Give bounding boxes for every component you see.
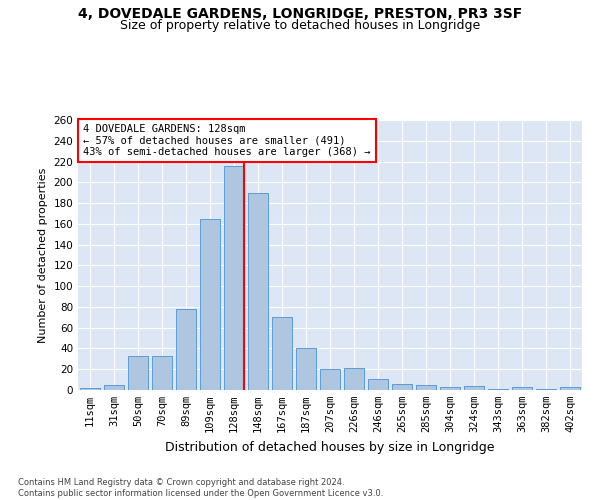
Bar	[104, 385, 124, 390]
Text: Size of property relative to detached houses in Longridge: Size of property relative to detached ho…	[120, 19, 480, 32]
Text: 4, DOVEDALE GARDENS, LONGRIDGE, PRESTON, PR3 3SF: 4, DOVEDALE GARDENS, LONGRIDGE, PRESTON,…	[78, 8, 522, 22]
Bar	[296, 348, 316, 390]
Text: 4 DOVEDALE GARDENS: 128sqm
← 57% of detached houses are smaller (491)
43% of sem: 4 DOVEDALE GARDENS: 128sqm ← 57% of deta…	[83, 124, 371, 157]
Bar	[176, 309, 196, 390]
Bar	[224, 166, 244, 390]
Bar	[416, 385, 436, 390]
Bar	[560, 387, 580, 390]
Bar	[152, 356, 172, 390]
Y-axis label: Number of detached properties: Number of detached properties	[38, 168, 48, 342]
Bar	[320, 369, 340, 390]
Bar	[272, 318, 292, 390]
Bar	[128, 356, 148, 390]
X-axis label: Distribution of detached houses by size in Longridge: Distribution of detached houses by size …	[165, 440, 495, 454]
Bar	[440, 387, 460, 390]
Bar	[464, 386, 484, 390]
Bar	[80, 388, 100, 390]
Bar	[344, 368, 364, 390]
Text: Contains HM Land Registry data © Crown copyright and database right 2024.
Contai: Contains HM Land Registry data © Crown c…	[18, 478, 383, 498]
Bar	[512, 387, 532, 390]
Bar	[392, 384, 412, 390]
Bar	[536, 389, 556, 390]
Bar	[200, 218, 220, 390]
Bar	[368, 378, 388, 390]
Bar	[488, 389, 508, 390]
Bar	[248, 192, 268, 390]
